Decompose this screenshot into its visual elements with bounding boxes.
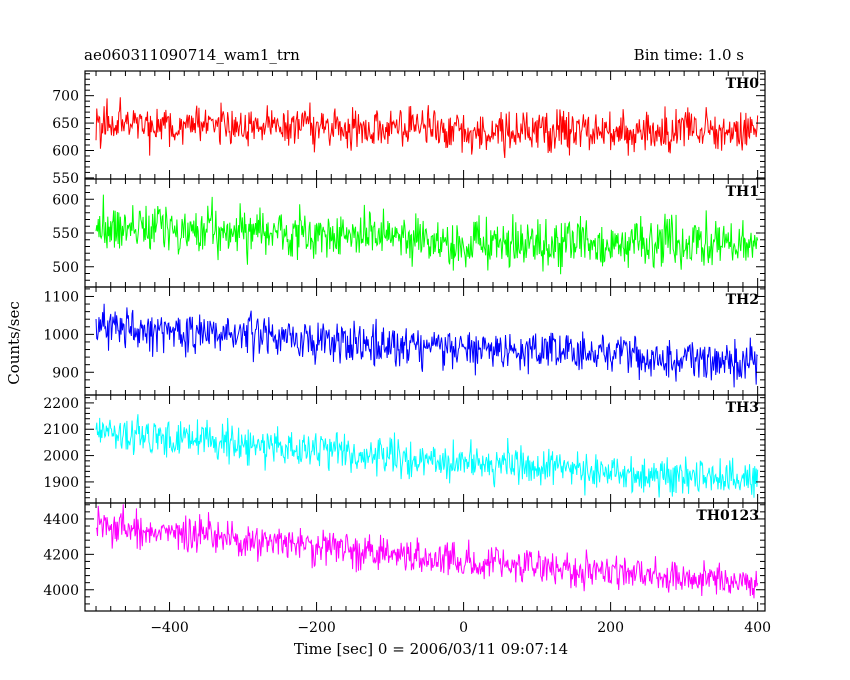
y-tick-label: 1100 <box>43 289 79 305</box>
panel-frame <box>84 502 766 612</box>
chart-title-left: ae060311090714_wam1_trn <box>84 46 300 64</box>
y-tick-label: 1000 <box>43 327 79 343</box>
x-tick-label: 400 <box>744 620 771 636</box>
x-tick-label: −200 <box>297 620 335 636</box>
y-tick-label: 700 <box>52 89 79 105</box>
panel-label-th1: TH1 <box>726 184 759 200</box>
y-tick-label: 1900 <box>43 475 79 491</box>
x-tick-label: 0 <box>459 620 468 636</box>
series-line-th0 <box>95 97 759 158</box>
panel-label-th3: TH3 <box>726 400 759 416</box>
y-tick-label: 2000 <box>43 449 79 465</box>
x-tick-label: 200 <box>597 620 624 636</box>
y-axis-label: Counts/sec <box>5 301 23 385</box>
y-tick-label: 2200 <box>43 396 79 412</box>
panel-label-th0: TH0 <box>726 76 760 92</box>
y-tick-label: 4400 <box>43 512 79 528</box>
series-line-th1 <box>95 194 759 275</box>
chart-title-right: Bin time: 1.0 s <box>634 46 744 64</box>
series-line-th0123 <box>95 504 759 599</box>
y-tick-label: 500 <box>52 260 79 276</box>
y-tick-label: 550 <box>52 171 79 187</box>
x-axis-label: Time [sec] 0 = 2006/03/11 09:07:14 <box>294 640 568 658</box>
panel-label-th2: TH2 <box>726 292 759 308</box>
series-line-th3 <box>95 414 759 498</box>
x-tick-label: −400 <box>150 620 188 636</box>
series-line-th2 <box>95 303 758 388</box>
y-tick-label: 4000 <box>43 583 79 599</box>
panel-frame <box>84 394 766 504</box>
y-tick-label: 4200 <box>43 547 79 563</box>
panel-frame <box>84 286 766 396</box>
y-tick-label: 550 <box>52 226 79 242</box>
y-tick-label: 600 <box>52 143 79 159</box>
y-tick-label: 2100 <box>43 422 79 438</box>
y-tick-label: 600 <box>52 192 79 208</box>
panel-label-th0123: TH0123 <box>696 508 759 524</box>
y-tick-label: 650 <box>52 116 79 132</box>
y-tick-label: 900 <box>52 365 79 381</box>
panels-group: 550 600 650 700 TH0 500 550 600 TH1 900 1000 1100 TH… <box>43 70 771 636</box>
